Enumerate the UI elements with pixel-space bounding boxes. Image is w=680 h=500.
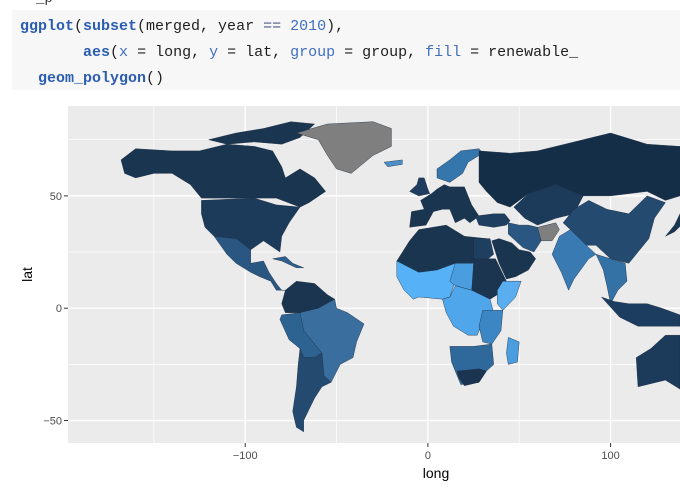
code-punct: ( — [110, 44, 120, 61]
code-operator: == — [263, 18, 282, 35]
code-value: = renewable_ — [461, 44, 579, 61]
x-tick-label: −100 — [233, 450, 258, 462]
code-space — [281, 18, 290, 35]
code-arg-fill: fill — [425, 44, 462, 61]
code-value: = long, — [128, 44, 210, 61]
region-russia — [478, 132, 680, 208]
code-fn-ggplot: ggplot — [20, 18, 75, 35]
code-arg-group: group — [290, 44, 336, 61]
code-indent — [20, 70, 38, 87]
y-axis-title: lat — [19, 267, 35, 282]
code-line-1: ggplot(subset(merged, year == 2010), — [20, 18, 344, 35]
code-punct: ), — [326, 18, 345, 35]
region-madagascar — [506, 337, 520, 365]
code-fn-subset: subset — [83, 18, 138, 35]
map-plot: −100 0 100 −50 0 50 long lat — [19, 106, 680, 481]
region-middle-east-iran — [508, 222, 542, 253]
x-tick-label: 0 — [425, 450, 431, 462]
region-japan — [665, 213, 680, 237]
region-china — [562, 195, 666, 264]
region-egypt — [473, 238, 494, 260]
code-punct: () — [146, 70, 165, 87]
code-indent — [20, 44, 83, 61]
code-line-3: geom_polygon() — [20, 70, 164, 87]
region-iceland — [383, 159, 403, 167]
code-chunk[interactable]: ggplot(subset(merged, year == 2010), aes… — [12, 10, 680, 90]
region-europe-west — [409, 184, 480, 228]
x-tick-label: 100 — [601, 450, 619, 462]
code-arg-x: x — [119, 44, 129, 61]
region-chile-argentina — [292, 348, 332, 432]
code-fn-geom-polygon: geom_polygon — [38, 70, 147, 87]
code-value: = group, — [335, 44, 426, 61]
region-uk-ireland — [409, 177, 430, 197]
region-arabia — [491, 238, 536, 280]
region-mexico-central-america — [213, 236, 286, 291]
region-southeast-asia — [595, 254, 628, 304]
region-afghanistan — [537, 222, 560, 242]
region-north-america-north — [120, 144, 326, 208]
y-tick-label: −50 — [43, 416, 62, 428]
region-south-africa — [456, 368, 487, 386]
code-line-2: aes(x = long, y = lat, group = group, fi… — [20, 44, 578, 61]
y-tick-label: 0 — [56, 303, 62, 315]
region-greenland — [296, 121, 392, 174]
code-number: 2010 — [290, 18, 327, 35]
code-arg-y: y — [209, 44, 219, 61]
code-args: (merged, year — [137, 18, 264, 35]
scrolled-code-text: _p — [36, 0, 53, 7]
scrolled-code-fragment: _p — [0, 0, 680, 8]
code-punct: ( — [74, 18, 84, 35]
region-turkey-caucasus — [475, 213, 511, 228]
code-value: = lat, — [218, 44, 291, 61]
region-caribbean — [272, 256, 304, 269]
region-australia — [636, 334, 680, 390]
axis-ticks: −100 0 100 −50 0 50 — [43, 191, 619, 462]
region-india — [551, 229, 597, 291]
map-regions — [120, 121, 680, 432]
y-tick-label: 50 — [50, 191, 62, 203]
code-fn-aes: aes — [83, 44, 111, 61]
region-united-states — [201, 197, 301, 253]
x-axis-title: long — [423, 465, 449, 481]
region-indonesia — [601, 296, 680, 327]
code-text: ggplot(subset(merged, year == 2010), aes… — [20, 14, 578, 90]
